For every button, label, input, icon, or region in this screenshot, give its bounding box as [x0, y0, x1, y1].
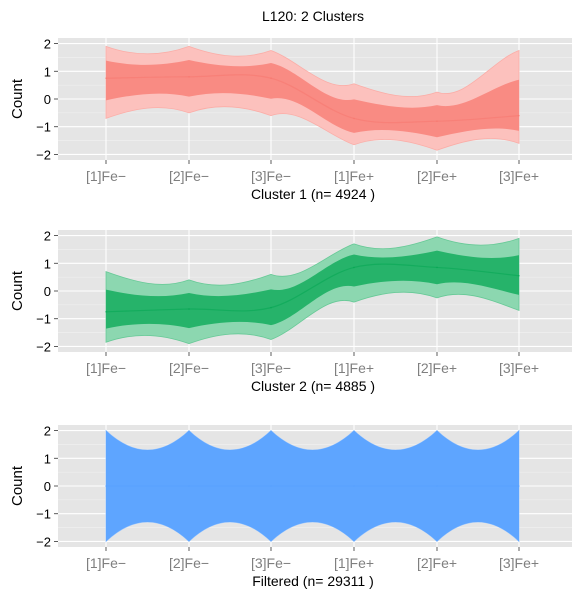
y-tick-label: 1	[44, 64, 51, 79]
x-tick-label: [1]Fe−	[86, 360, 126, 376]
series-point	[105, 310, 107, 313]
series-point	[270, 77, 272, 80]
x-tick-label: [2]Fe+	[417, 555, 457, 571]
y-axis-label: Count	[9, 78, 26, 119]
series-point	[270, 306, 272, 309]
x-tick-label: [3]Fe+	[499, 360, 539, 376]
x-tick-label: [2]Fe−	[169, 168, 209, 184]
figure-title: L120: 2 Clusters	[262, 8, 364, 24]
x-tick-label: [3]Fe−	[251, 555, 291, 571]
y-tick-label: 0	[44, 92, 51, 107]
panel-caption: Filtered (n= 29311 )	[252, 573, 374, 589]
series-line	[105, 263, 520, 313]
panel-3: 2 1 0 −1 −2 [1]Fe− [2]Fe− [3]Fe− [1]Fe+ [2]Fe+ [3]…	[9, 424, 572, 589]
panel-caption: Cluster 2 (n= 4885 )	[251, 378, 375, 394]
series-point	[188, 308, 190, 310]
series-point	[105, 485, 107, 487]
series-point	[188, 485, 190, 487]
panel-1: 2 1 0 −1 −2 [1]Fe− [2]Fe− [3]Fe− [1]Fe+ [2]Fe+ [3]…	[9, 37, 572, 202]
y-axis-label: Count	[9, 465, 26, 506]
panel-caption: Cluster 1 (n= 4924 )	[251, 186, 375, 202]
y-tick-label: −1	[36, 312, 51, 327]
y-tick-label: −1	[36, 507, 51, 522]
series-point	[518, 485, 520, 487]
x-tick-label: [2]Fe+	[417, 168, 457, 184]
y-tick-label: −2	[36, 147, 51, 162]
series-line	[105, 74, 520, 124]
series-point	[353, 485, 355, 487]
x-tick-label: [3]Fe−	[251, 168, 291, 184]
series-point	[188, 76, 190, 78]
series-point	[353, 117, 355, 120]
x-tick-label: [1]Fe+	[334, 360, 374, 376]
series-point	[436, 266, 438, 269]
series-point	[353, 266, 355, 269]
y-tick-label: 0	[44, 284, 51, 299]
x-tick-label: [1]Fe+	[334, 168, 374, 184]
series-point	[105, 77, 107, 80]
x-tick-label: [1]Fe−	[86, 168, 126, 184]
series-point	[436, 485, 438, 487]
y-tick-label: 2	[44, 229, 51, 244]
y-tick-label: 0	[44, 479, 51, 494]
y-tick-label: −2	[36, 339, 51, 354]
y-tick-label: 2	[44, 37, 51, 52]
y-tick-label: −1	[36, 120, 51, 135]
y-tick-label: 2	[44, 424, 51, 439]
y-tick-label: −2	[36, 534, 51, 549]
series-point	[518, 274, 520, 277]
y-tick-label: 1	[44, 451, 51, 466]
x-tick-label: [2]Fe−	[169, 555, 209, 571]
panel-2: 2 1 0 −1 −2 [1]Fe− [2]Fe− [3]Fe− [1]Fe+ [2]Fe+ [3]…	[9, 229, 572, 394]
x-tick-label: [1]Fe−	[86, 555, 126, 571]
x-tick-label: [3]Fe+	[499, 555, 539, 571]
x-tick-label: [3]Fe−	[251, 360, 291, 376]
x-tick-label: [2]Fe+	[417, 360, 457, 376]
x-tick-label: [1]Fe+	[334, 555, 374, 571]
x-tick-label: [2]Fe−	[169, 360, 209, 376]
series-point	[436, 120, 438, 122]
series-point	[270, 485, 272, 487]
y-tick-label: 1	[44, 256, 51, 271]
y-axis-label: Count	[9, 270, 26, 311]
series-point	[518, 114, 520, 117]
x-tick-label: [3]Fe+	[499, 168, 539, 184]
